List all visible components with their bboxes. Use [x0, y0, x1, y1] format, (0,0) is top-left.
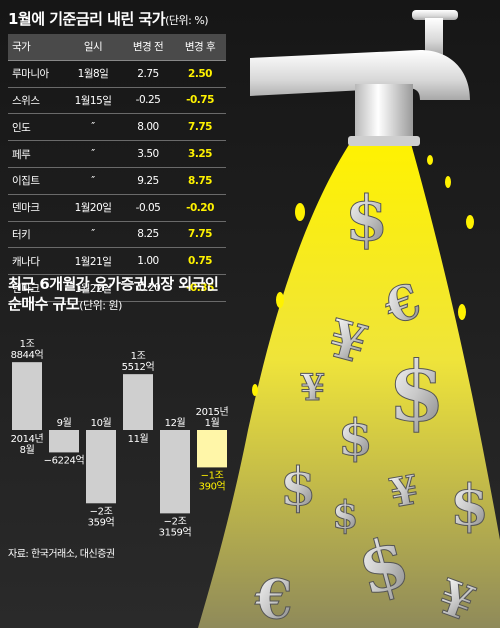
data-label: 1조	[20, 339, 35, 350]
tick-label: 8월	[20, 444, 35, 456]
svg-text:$: $	[338, 408, 373, 467]
svg-text:¥: ¥	[300, 367, 325, 409]
cell-after: 3.25	[174, 140, 226, 168]
tick-label: 1월	[205, 417, 220, 429]
header-country: 국가	[8, 34, 64, 61]
data-label: −2조	[90, 506, 113, 517]
cell-date: 1월15일	[64, 87, 122, 115]
data-label: −2조	[164, 516, 187, 527]
bar	[123, 374, 153, 430]
cell-after: 2.50	[174, 60, 226, 88]
tick-label: 10월	[91, 417, 112, 429]
table-row: 페루 ″ 3.50 3.25	[8, 140, 226, 168]
svg-text:$: $	[280, 457, 316, 518]
table-row: 덴마크 1월20일 -0.05 -0.20	[8, 194, 226, 222]
cell-date: ″	[64, 140, 122, 168]
cell-before: 3.50	[122, 140, 174, 168]
cell-after: -0.20	[174, 194, 226, 222]
cell-after: -0.75	[174, 87, 226, 115]
cell-date: 1월8일	[64, 60, 122, 88]
bar	[86, 430, 116, 504]
foreign-buying-title-unit: (단위: 원)	[79, 299, 122, 312]
cell-country: 캐나다	[8, 247, 64, 276]
data-label: 390억	[199, 480, 226, 492]
water-droplets	[252, 155, 474, 396]
rate-cut-title-unit: (단위: %)	[165, 14, 209, 27]
tick-label: 12월	[165, 417, 186, 429]
cell-date: 1월22일	[64, 274, 122, 302]
data-label: 359억	[88, 516, 115, 528]
cell-before: -0.25	[122, 87, 174, 115]
cell-after: 8.75	[174, 167, 226, 195]
cell-country: 터키	[8, 221, 64, 249]
header-before: 변경 전	[122, 34, 174, 61]
cell-before: -0.20	[122, 274, 174, 302]
water-stream	[198, 140, 500, 628]
cell-date: ″	[64, 221, 122, 249]
cell-before: 1.00	[122, 247, 174, 276]
cell-before: 8.25	[122, 221, 174, 249]
net-buying-bar-chart: 2014년8월1조8844억9월−6224억10월−2조359억11월1조551…	[11, 339, 229, 538]
bar	[197, 430, 227, 468]
source-note: 자료: 한국거래소, 대신증권	[8, 549, 115, 560]
rate-cut-table: 국가 일시 변경 전 변경 후 루마니아 1월8일 2.75 2.50 스위스 1월15…	[8, 34, 226, 302]
bar	[12, 362, 42, 430]
cell-date: 1월21일	[64, 247, 122, 276]
tick-label: 2015년	[196, 406, 229, 418]
table-row: 인도 ″ 8.00 7.75	[8, 113, 226, 142]
table-row: 이집트 ″ 9.25 8.75	[8, 167, 226, 195]
table-row: 덴마크 1월22일 -0.20 -0.35	[8, 274, 226, 302]
faucet	[250, 10, 470, 146]
table-header-row: 국가 일시 변경 전 변경 후	[8, 34, 226, 61]
bar	[49, 430, 79, 453]
data-label: 1조	[131, 351, 146, 362]
table-row: 터키 ″ 8.25 7.75	[8, 221, 226, 249]
table-row: 루마니아 1월8일 2.75 2.50	[8, 60, 226, 88]
cell-before: 9.25	[122, 167, 174, 195]
cell-country: 덴마크	[8, 274, 64, 302]
cell-date: 1월20일	[64, 194, 122, 222]
table-row: 캐나다 1월21일 1.00 0.75	[8, 247, 226, 276]
foreign-buying-title: 최근 6개월간 유가증권시장 외국인 순매수 규모(단위: 원)	[8, 274, 219, 316]
cell-after: 7.75	[174, 113, 226, 142]
data-label: −1조	[201, 470, 224, 481]
data-label: 3159억	[159, 526, 192, 538]
tick-label: 11월	[128, 433, 149, 445]
svg-text:$: $	[450, 473, 489, 539]
cell-after: -0.35	[174, 274, 226, 302]
cell-country: 덴마크	[8, 194, 64, 222]
cell-date: ″	[64, 167, 122, 195]
rate-cut-title-text: 1월에 기준금리 내린 국가	[8, 10, 166, 28]
svg-text:€: €	[254, 567, 293, 628]
foreign-buying-title-line2: 순매수 규모	[8, 295, 80, 313]
cell-country: 스위스	[8, 87, 64, 115]
cell-after: 0.75	[174, 247, 226, 276]
foreign-buying-title-line1: 최근 6개월간 유가증권시장 외국인	[8, 275, 219, 293]
svg-text:$: $	[332, 492, 358, 537]
tick-label: 9월	[57, 417, 72, 429]
cell-before: 8.00	[122, 113, 174, 142]
data-label: 8844억	[11, 349, 44, 361]
data-label: 5512억	[122, 361, 155, 373]
svg-text:$: $	[388, 344, 445, 440]
header-date: 일시	[64, 34, 122, 61]
svg-text:¥: ¥	[386, 466, 422, 517]
svg-text:$: $	[345, 182, 388, 255]
cell-date: ″	[64, 113, 122, 142]
data-label: −6224억	[44, 454, 85, 466]
bar	[160, 430, 190, 514]
header-after: 변경 후	[174, 34, 226, 61]
cell-country: 루마니아	[8, 60, 64, 88]
cell-country: 인도	[8, 113, 64, 142]
tick-label: 2014년	[11, 433, 44, 445]
table-row: 스위스 1월15일 -0.25 -0.75	[8, 87, 226, 115]
cell-after: 7.75	[174, 221, 226, 249]
cell-before: 2.75	[122, 60, 174, 88]
cell-before: -0.05	[122, 194, 174, 222]
rate-cut-title: 1월에 기준금리 내린 국가(단위: %)	[8, 8, 209, 29]
cell-country: 페루	[8, 140, 64, 168]
cell-country: 이집트	[8, 167, 64, 195]
